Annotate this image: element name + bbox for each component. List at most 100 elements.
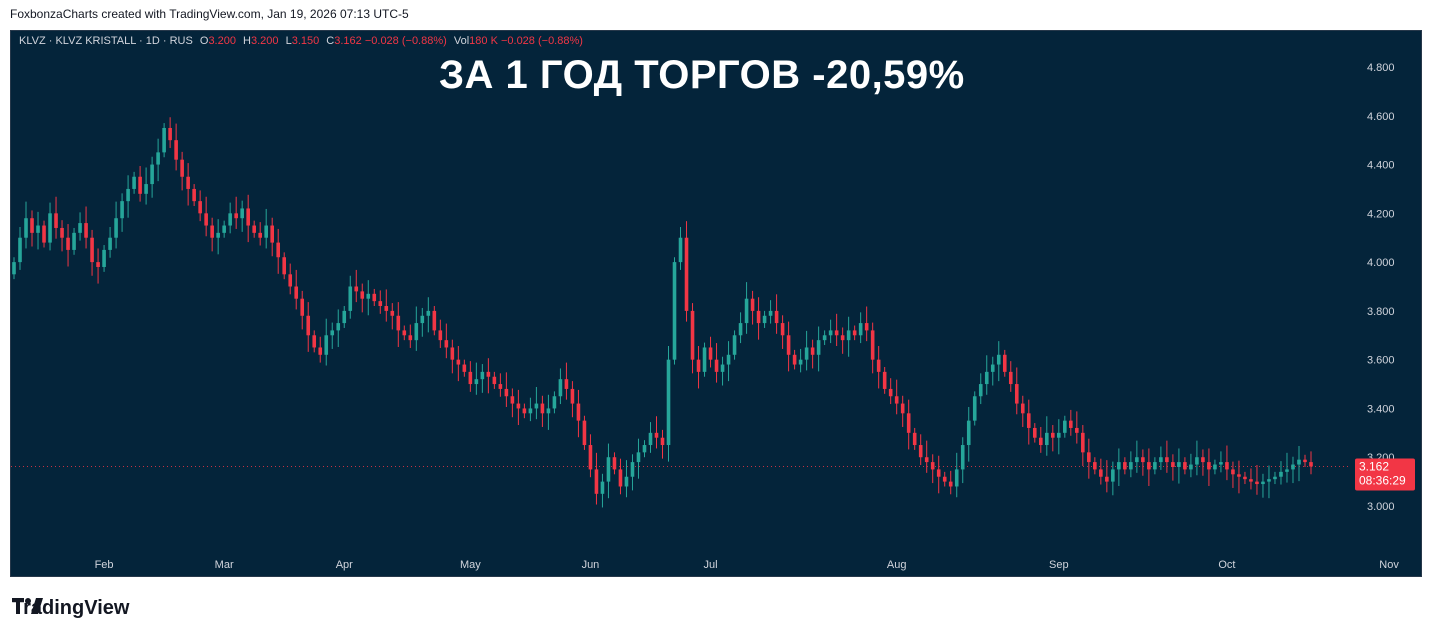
candle xyxy=(840,327,845,354)
candle xyxy=(768,300,773,324)
candle xyxy=(870,322,875,374)
candle xyxy=(324,318,329,366)
x-tick-label: Sep xyxy=(1049,559,1069,571)
x-axis: FebMarAprMayJunJulAugSepOctNovDec2026 xyxy=(95,559,1400,571)
candle xyxy=(678,226,683,270)
candle xyxy=(522,403,527,419)
candle xyxy=(372,288,377,307)
chart-panel[interactable]: 4.800 4.600 4.400 4.200 4.000 3.800 3.600 3.400… xyxy=(10,30,1422,577)
candle xyxy=(1081,425,1085,467)
candle xyxy=(36,211,40,250)
candle xyxy=(1117,448,1121,487)
candle xyxy=(750,290,755,325)
candle xyxy=(744,282,749,334)
candle xyxy=(414,306,419,351)
price-badge-bg xyxy=(1355,458,1415,491)
price-badge-price: 3.162 xyxy=(1359,459,1389,473)
candle xyxy=(762,310,767,328)
candle xyxy=(1014,367,1019,415)
y-tick-label: 3.400 xyxy=(1367,403,1395,415)
candle xyxy=(978,373,983,405)
candle xyxy=(1165,440,1169,473)
candle xyxy=(1069,409,1073,436)
candle xyxy=(810,339,815,369)
y-tick-label: 4.800 xyxy=(1367,62,1395,74)
candle xyxy=(612,452,617,475)
x-tick-label: May xyxy=(460,559,481,571)
candle xyxy=(726,341,731,382)
candle xyxy=(396,302,401,347)
candle xyxy=(1249,468,1253,490)
x-tick-label: Mar xyxy=(215,559,234,571)
candle xyxy=(798,348,803,373)
candle xyxy=(1129,451,1133,478)
x-tick-label: Jul xyxy=(704,559,718,571)
candle xyxy=(1032,423,1037,443)
candle xyxy=(858,312,863,344)
ohlc-legend: KLVZ · KLVZ KRISTALL · 1D · RUS O3.200 H… xyxy=(19,35,583,47)
candle xyxy=(1153,457,1157,475)
candle xyxy=(912,427,917,450)
x-tick-label: Nov xyxy=(1379,559,1399,571)
candle xyxy=(972,391,977,426)
legend-vol-label: Vol xyxy=(453,35,470,47)
tradingview-logo[interactable]: TradingView xyxy=(12,597,129,620)
candle xyxy=(1159,446,1163,470)
y-tick-label: 4.200 xyxy=(1367,208,1395,220)
candle xyxy=(1075,411,1079,444)
legend-symbol: KLVZ · KLVZ KRISTALL · 1D · RUS xyxy=(19,35,193,47)
candle xyxy=(402,325,407,341)
candle xyxy=(420,307,425,337)
candle xyxy=(1285,452,1289,483)
candle xyxy=(84,206,88,249)
headline: ЗА 1 ГОД ТОРГОВ -20,59% xyxy=(439,53,965,97)
candlestick-chart[interactable]: 4.800 4.600 4.400 4.200 4.000 3.800 3.600 3.400… xyxy=(11,31,1422,577)
candle xyxy=(90,229,94,276)
candle xyxy=(684,221,689,322)
candle xyxy=(246,194,250,243)
y-tick-label: 4.400 xyxy=(1367,160,1395,172)
candle xyxy=(966,406,971,462)
candle xyxy=(288,263,293,295)
candle xyxy=(432,306,437,336)
candle xyxy=(996,341,1001,382)
candle xyxy=(1267,465,1271,499)
candle xyxy=(690,303,695,374)
candle xyxy=(1189,453,1193,478)
legend-open: 3.200 xyxy=(208,35,236,47)
candle xyxy=(1279,461,1283,485)
candle xyxy=(150,156,154,198)
legend-high-label: H xyxy=(243,35,251,47)
candle xyxy=(624,460,629,498)
candle xyxy=(60,220,64,252)
candle xyxy=(804,330,809,371)
candle xyxy=(48,202,52,251)
candle xyxy=(492,371,497,389)
candle xyxy=(426,297,431,333)
legend-high: 3.200 xyxy=(250,35,279,47)
candle xyxy=(570,381,575,418)
candle xyxy=(558,368,563,405)
candle xyxy=(714,343,719,383)
candle xyxy=(786,321,791,372)
candle xyxy=(942,471,947,487)
candle xyxy=(192,184,196,207)
y-tick-label: 3.600 xyxy=(1367,355,1395,367)
candle xyxy=(450,339,455,374)
legend-vol-change: −0.028 (−0.88%) xyxy=(500,35,583,47)
candle xyxy=(156,138,160,182)
candle xyxy=(1201,449,1205,476)
candle xyxy=(918,434,923,466)
candle xyxy=(474,362,479,395)
candle xyxy=(480,364,485,393)
candle xyxy=(282,252,287,280)
candle xyxy=(378,290,383,314)
candle xyxy=(462,359,467,377)
candle xyxy=(1213,459,1217,475)
legend-close-label: C xyxy=(326,35,335,47)
candle xyxy=(1008,361,1013,392)
candle xyxy=(636,438,641,479)
candles xyxy=(12,117,1313,508)
candle xyxy=(1123,457,1127,475)
candle xyxy=(114,201,118,249)
